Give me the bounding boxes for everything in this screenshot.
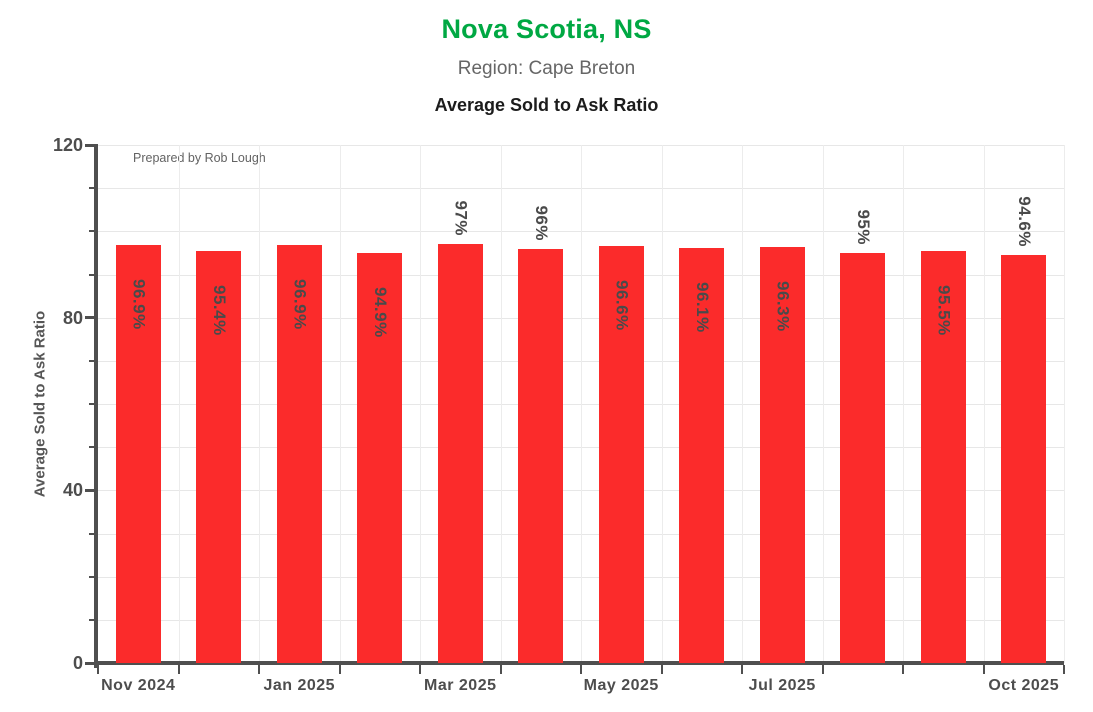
bar-value-label: 94.6% [1014, 195, 1034, 247]
v-gridline [822, 145, 824, 663]
bar-apr-2025[interactable] [518, 248, 564, 663]
y-minor-tick [89, 575, 95, 578]
bar-value-label: 96.1% [692, 282, 712, 333]
x-tick [419, 665, 421, 674]
x-tick [338, 665, 341, 674]
bar-value-label: 95.4% [209, 285, 229, 336]
bar-jan-2025[interactable] [276, 244, 322, 663]
x-tick-label: Mar 2025 [424, 677, 497, 694]
x-tick [258, 665, 260, 674]
y-minor-tick [89, 273, 95, 276]
y-axis-title: Average Sold to Ask Ratio [31, 310, 49, 498]
v-gridline [178, 145, 180, 663]
v-gridline [903, 145, 904, 663]
y-tick-label: 120 [52, 135, 83, 155]
v-gridline [420, 145, 421, 663]
v-gridline [1064, 145, 1065, 663]
bar-value-label: 94.9% [370, 287, 390, 339]
v-gridline [661, 145, 663, 663]
x-tick-label: Jan 2025 [263, 677, 336, 694]
v-gridline [742, 145, 743, 663]
bar-jul-2025[interactable] [759, 247, 805, 663]
x-tick [580, 665, 582, 674]
y-minor-tick [89, 230, 95, 233]
y-minor-tick [89, 359, 95, 362]
x-tick [982, 665, 985, 674]
x-axis-line [93, 661, 1064, 665]
bar-value-label: 97% [451, 200, 471, 237]
bar-dec-2024[interactable] [196, 251, 242, 663]
y-major-tick [85, 316, 95, 320]
v-gridline [500, 145, 502, 663]
y-major-tick [85, 661, 95, 665]
y-axis-line [93, 144, 98, 668]
y-minor-tick [89, 187, 95, 190]
y-tick-label: 0 [72, 653, 83, 673]
bar-may-2025[interactable] [598, 246, 644, 663]
y-major-tick [85, 143, 95, 147]
y-minor-tick [89, 403, 95, 405]
x-tick [902, 665, 904, 674]
v-gridline [983, 145, 985, 663]
bar-sep-2025[interactable] [920, 250, 966, 663]
v-gridline [581, 145, 582, 663]
bar-mar-2025[interactable] [437, 244, 483, 663]
bar-value-label: 96.3% [773, 281, 793, 332]
x-tick [1063, 665, 1065, 674]
x-tick [660, 665, 663, 674]
bar-value-label: 96.9% [129, 278, 149, 330]
bar-value-label: 96.9% [290, 278, 310, 330]
x-tick [97, 665, 99, 674]
bar-feb-2025[interactable] [357, 253, 403, 663]
x-tick-label: May 2025 [583, 677, 659, 694]
bar-aug-2025[interactable] [840, 252, 886, 663]
x-tick [177, 665, 180, 674]
x-tick-label: Oct 2025 [988, 677, 1060, 694]
x-tick-label: Jul 2025 [748, 677, 816, 694]
bar-jun-2025[interactable] [679, 248, 725, 663]
y-minor-tick [89, 618, 95, 621]
v-gridline [339, 145, 341, 663]
y-major-tick [85, 488, 95, 492]
bar-value-label: 96% [531, 205, 551, 241]
y-tick-label: 80 [62, 307, 83, 328]
bar-nov-2024[interactable] [115, 244, 161, 663]
page-title: Nova Scotia, NS [441, 14, 652, 44]
prepared-by-annotation: Prepared by Rob Lough [133, 151, 266, 165]
x-tick [499, 665, 502, 674]
x-tick [821, 665, 824, 674]
y-tick-label: 40 [62, 480, 83, 501]
x-tick [741, 665, 743, 674]
bar-value-label: 95.5% [934, 284, 954, 336]
bar-oct-2025[interactable] [1001, 254, 1047, 663]
y-minor-tick [89, 532, 95, 535]
chart-title: Average Sold to Ask Ratio [434, 95, 659, 115]
x-tick-label: Nov 2024 [101, 677, 176, 694]
bar-value-label: 96.6% [612, 280, 632, 331]
y-minor-tick [89, 446, 95, 449]
v-gridline [259, 145, 260, 663]
bar-value-label: 95% [853, 209, 873, 245]
region-subtitle: Region: Cape Breton [457, 58, 636, 79]
